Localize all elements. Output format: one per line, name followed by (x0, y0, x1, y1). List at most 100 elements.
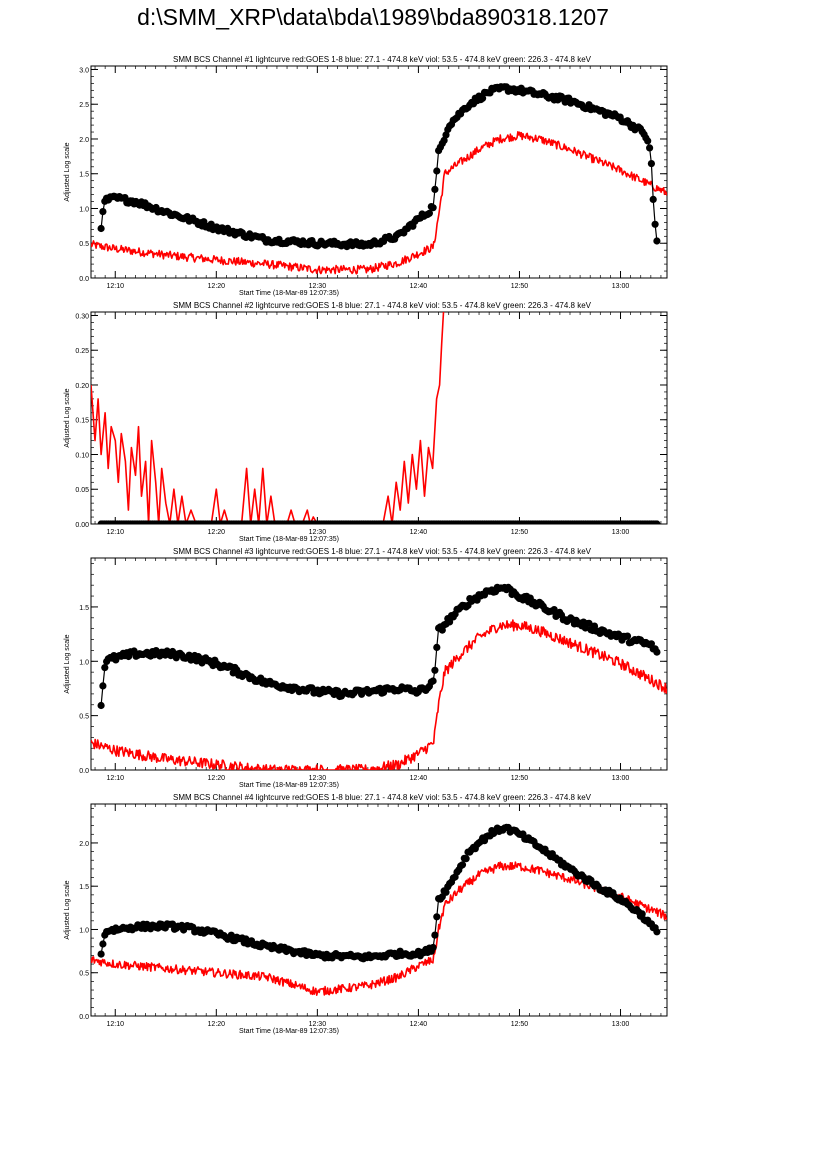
bcs-series-line (100, 86, 658, 248)
bcs-data-point (425, 209, 433, 217)
y-tick-label: 0.0 (79, 276, 89, 283)
y-tick-label: 1.0 (79, 206, 89, 213)
bcs-data-point (446, 618, 454, 626)
bcs-data-point (653, 520, 661, 524)
y-tick-label: 0.15 (75, 418, 89, 425)
bcs-data-point (442, 888, 450, 896)
bcs-data-point (431, 666, 439, 674)
bcs-series-line (100, 826, 658, 960)
page-title: d:\SMM_XRP\data\bda\1989\bda890318.1207 (137, 4, 609, 30)
x-tick-label: 12:40 (410, 529, 428, 536)
y-tick-label: 0.20 (75, 383, 89, 390)
plot-frame (90, 557, 668, 771)
y-axis-label: Adjusted Log scale (64, 634, 71, 693)
x-tick-label: 12:40 (410, 283, 428, 290)
x-tick-label: 12:20 (208, 1021, 226, 1028)
bcs-data-point (653, 237, 661, 245)
chart-panel-3: SMM BCS Channel #3 lightcurve red:GOES 1… (64, 547, 668, 789)
y-tick-label: 2.0 (79, 137, 89, 144)
x-tick-label: 13:00 (612, 1021, 630, 1028)
bcs-data-point (429, 943, 437, 952)
bcs-data-point (433, 167, 441, 175)
y-tick-label: 0.25 (75, 348, 89, 355)
x-tick-label: 12:50 (511, 283, 529, 290)
bcs-data-point (429, 204, 437, 212)
y-tick-label: 0.10 (75, 452, 89, 459)
bcs-data-point (99, 682, 107, 690)
bcs-data-point (623, 632, 632, 640)
y-tick-label: 0.30 (75, 313, 89, 320)
y-axis-label: Adjusted Log scale (64, 388, 71, 447)
plot-frame (90, 803, 668, 1017)
bcs-data-point (646, 144, 654, 152)
plot-frame (90, 65, 668, 279)
bcs-data-point (227, 931, 235, 939)
bcs-data-point (653, 648, 661, 656)
x-tick-label: 12:10 (106, 775, 124, 782)
bcs-data-point (479, 94, 487, 102)
y-tick-label: 0.5 (79, 714, 89, 721)
x-tick-label: 13:00 (612, 775, 630, 782)
y-tick-label: 1.0 (79, 927, 89, 934)
series-group (91, 583, 667, 770)
chart-title: SMM BCS Channel #3 lightcurve red:GOES 1… (173, 547, 592, 556)
y-tick-label: 0.5 (79, 241, 89, 248)
y-tick-label: 3.0 (79, 67, 89, 74)
y-tick-label: 1.5 (79, 884, 89, 891)
x-axis-label: Start Time (18-Mar-89 12:07:35) (239, 1028, 339, 1035)
x-tick-label: 12:10 (106, 1021, 124, 1028)
bcs-data-point (97, 701, 105, 710)
bcs-data-point (644, 137, 652, 145)
x-tick-label: 12:50 (511, 775, 529, 782)
x-tick-label: 13:00 (612, 529, 630, 536)
x-tick-label: 12:30 (309, 283, 327, 290)
chart-panel-1: SMM BCS Channel #1 lightcurve red:GOES 1… (64, 55, 668, 297)
plot-frame (90, 311, 668, 525)
chart-panel-4: SMM BCS Channel #4 lightcurve red:GOES 1… (64, 793, 668, 1035)
x-tick-label: 12:30 (309, 1021, 327, 1028)
x-axis-label: Start Time (18-Mar-89 12:07:35) (239, 782, 339, 789)
y-tick-label: 0.5 (79, 971, 89, 978)
x-tick-label: 12:10 (106, 529, 124, 536)
y-tick-label: 1.5 (79, 172, 89, 179)
goes-series-line (91, 861, 667, 996)
y-tick-label: 0.05 (75, 487, 89, 494)
bcs-data-point (638, 910, 646, 918)
x-tick-label: 12:20 (208, 283, 226, 290)
bcs-data-point (462, 855, 470, 863)
x-tick-label: 12:30 (309, 529, 327, 536)
bcs-data-point (433, 643, 441, 652)
x-axis-label: Start Time (18-Mar-89 12:07:35) (239, 536, 339, 543)
goes-series-line (91, 619, 667, 770)
bcs-data-point (99, 208, 107, 216)
y-tick-label: 0.0 (79, 768, 89, 775)
y-tick-label: 1.5 (79, 605, 89, 612)
bcs-data-point (334, 687, 342, 695)
y-axis-label: Adjusted Log scale (64, 880, 71, 939)
y-axis-label: Adjusted Log scale (64, 142, 71, 201)
series-group (91, 83, 667, 275)
y-tick-label: 0.00 (75, 522, 89, 529)
x-tick-label: 12:40 (410, 1021, 428, 1028)
bcs-data-point (651, 220, 659, 228)
bcs-data-point (101, 664, 109, 672)
x-axis-label: Start Time (18-Mar-89 12:07:35) (239, 290, 339, 297)
y-tick-label: 1.0 (79, 659, 89, 666)
bcs-data-point (433, 913, 441, 921)
bcs-data-point (649, 195, 657, 203)
goes-series-line (91, 312, 445, 524)
x-tick-label: 12:20 (208, 775, 226, 782)
x-tick-label: 12:30 (309, 775, 327, 782)
bcs-data-point (653, 928, 661, 936)
bcs-data-point (99, 940, 107, 948)
series-group (91, 823, 667, 996)
x-tick-label: 12:50 (511, 1021, 529, 1028)
bcs-data-point (429, 677, 437, 685)
bcs-data-point (431, 185, 439, 193)
y-tick-label: 2.5 (79, 102, 89, 109)
x-tick-label: 12:40 (410, 775, 428, 782)
bcs-data-point (97, 224, 105, 233)
goes-series-line (91, 131, 667, 275)
x-tick-label: 12:50 (511, 529, 529, 536)
